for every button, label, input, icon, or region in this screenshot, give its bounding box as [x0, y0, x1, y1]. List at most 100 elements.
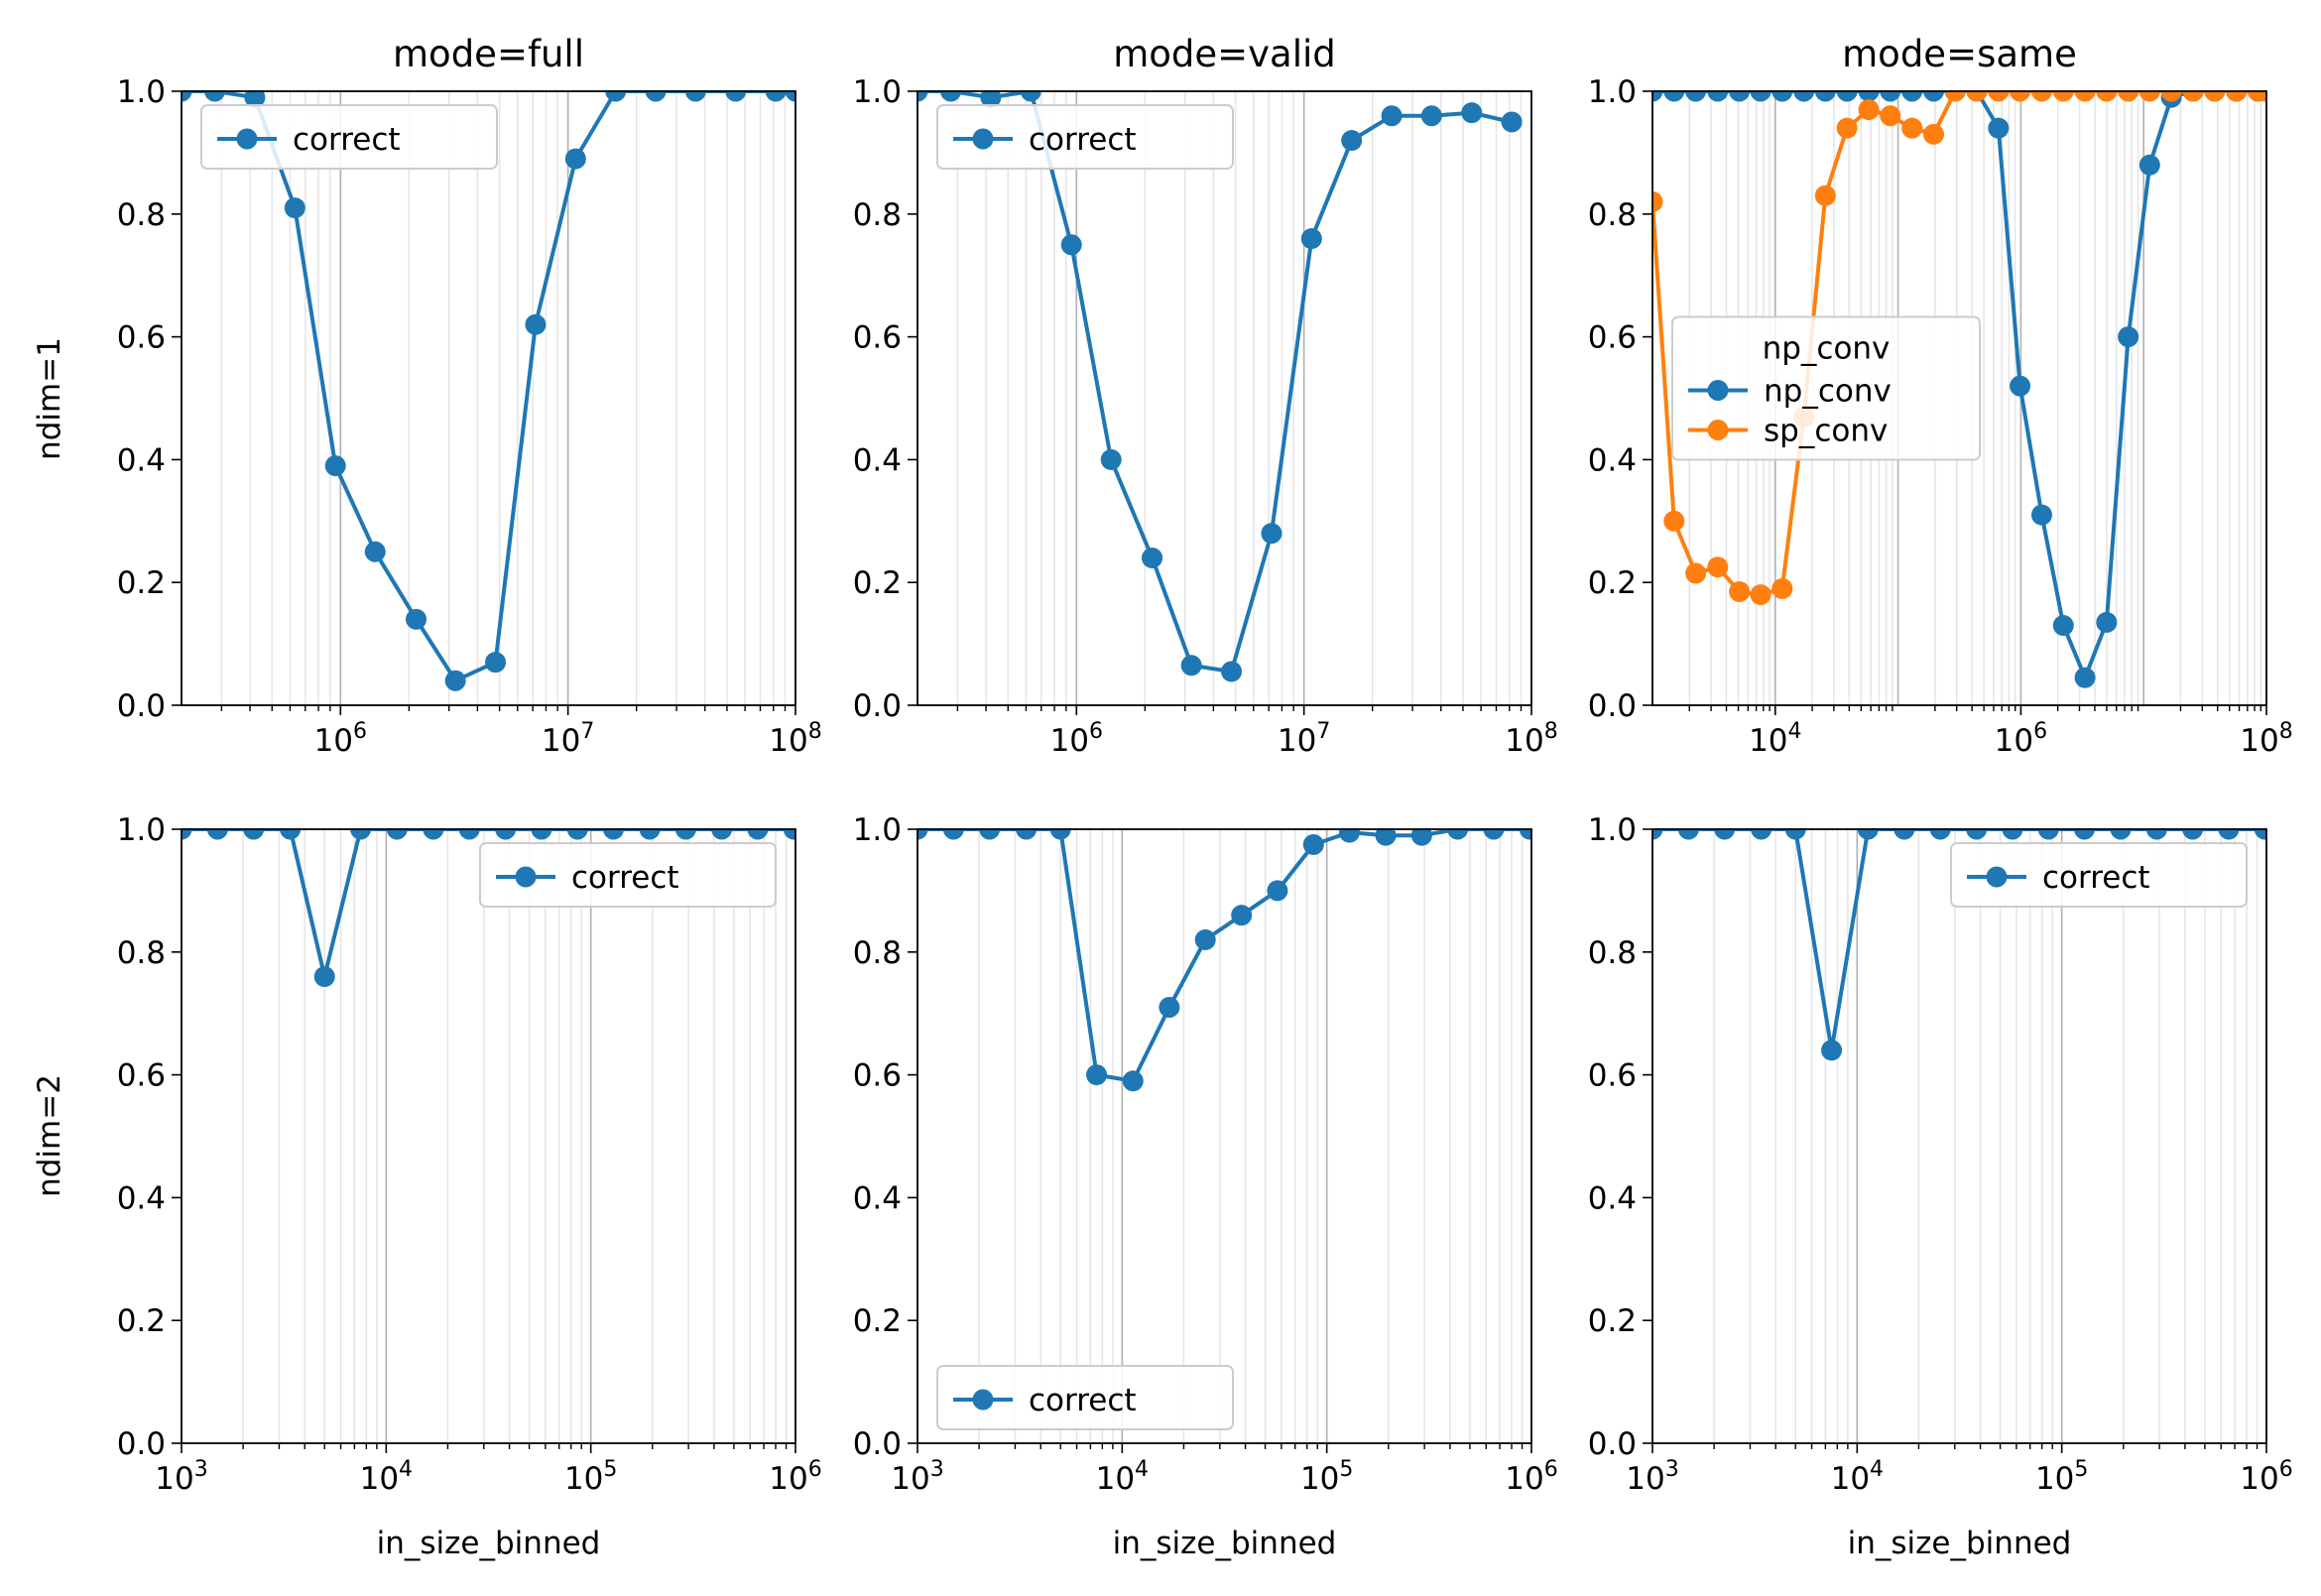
data-point-correct	[1049, 828, 1071, 840]
data-point-correct	[1784, 828, 1806, 840]
legend-box	[479, 842, 777, 908]
data-point-sp_conv	[2204, 90, 2226, 102]
data-point-correct	[684, 90, 706, 102]
data-point-correct	[979, 828, 1001, 840]
data-point-correct	[458, 828, 480, 840]
x-axis-label: in_size_binned	[1848, 1526, 2072, 1561]
data-point-sp_conv	[1685, 562, 1707, 584]
data-point-sp_conv	[1988, 90, 2010, 102]
x-axis-label: in_size_binned	[377, 1526, 601, 1561]
data-point-correct	[564, 148, 586, 170]
data-point-np_conv	[1836, 90, 1858, 102]
series-layer	[917, 90, 1523, 682]
legend-marker	[236, 128, 258, 150]
data-point-correct	[243, 828, 265, 840]
y-tick-label: 0.6	[1588, 1058, 1637, 1094]
data-point-correct	[1016, 828, 1038, 840]
data-point-correct	[1420, 105, 1442, 127]
legend-label: correct	[293, 122, 401, 158]
y-tick-label: 0.4	[117, 442, 166, 478]
data-point-correct	[1338, 828, 1360, 843]
major-gridlines	[385, 829, 592, 1443]
legend: correct	[200, 104, 498, 170]
data-point-correct	[2145, 828, 2167, 840]
y-tick-label: 0.8	[117, 197, 166, 233]
y-tick-label: 0.8	[117, 935, 166, 971]
data-point-correct	[1381, 105, 1403, 127]
data-point-correct	[1302, 833, 1324, 855]
data-point-sp_conv	[1771, 577, 1793, 599]
data-point-sp_conv	[2074, 90, 2096, 102]
y-tick-label: 1.0	[117, 812, 166, 848]
data-point-correct	[605, 90, 627, 102]
data-point-np_conv	[1729, 90, 1751, 102]
data-point-correct	[364, 541, 386, 562]
data-point-correct	[747, 828, 769, 840]
legend-marker	[1707, 380, 1729, 401]
axes-frame	[1651, 828, 2267, 1444]
y-tick-label: 0.4	[853, 442, 902, 478]
data-point-correct	[423, 828, 444, 840]
data-point-sp_conv	[2096, 90, 2118, 102]
major-gridlines	[1121, 829, 1328, 1443]
subplot-title: mode=full	[393, 33, 584, 75]
data-point-correct	[1267, 880, 1288, 902]
subplot-1-0: 103 104 105 1060.00.20.40.60.81.0in_size_bi…	[117, 812, 822, 1561]
data-point-correct	[1483, 828, 1505, 840]
data-point-np_conv	[1685, 90, 1707, 102]
data-point-correct	[525, 313, 547, 335]
data-point-correct	[280, 828, 302, 840]
y-tick-label: 1.0	[1588, 812, 1637, 848]
y-tick-label: 0.4	[1588, 442, 1637, 478]
data-point-sp_conv	[1814, 184, 1836, 206]
y-tick-label: 1.0	[1588, 74, 1637, 110]
data-point-correct	[1159, 997, 1180, 1019]
x-axis-label: in_size_binned	[1113, 1526, 1337, 1561]
axes-frame	[181, 90, 796, 706]
minor-gridlines	[1713, 829, 2259, 1449]
data-point-correct	[980, 90, 1002, 108]
data-point-correct	[531, 828, 552, 840]
data-point-correct	[765, 90, 787, 102]
data-point-correct	[1180, 655, 1202, 676]
data-point-correct	[2182, 828, 2204, 840]
data-point-sp_conv	[2226, 90, 2248, 102]
data-point-np_conv	[1923, 90, 1945, 102]
data-point-correct	[1821, 1040, 1843, 1061]
y-tick-label: 1.0	[117, 74, 166, 110]
data-point-correct	[204, 90, 226, 102]
data-point-sp_conv	[1729, 580, 1751, 602]
legend-marker	[972, 1389, 994, 1411]
axes-frame	[181, 828, 796, 1444]
data-point-correct	[2073, 828, 2095, 840]
y-tick-label: 0.0	[117, 688, 166, 724]
subplot-1-2: 103 104 105 1060.00.20.40.60.81.0in_size_bi…	[1588, 812, 2293, 1561]
legend-label: correct	[571, 860, 679, 896]
data-point-correct	[1966, 828, 1988, 840]
data-point-sp_conv	[2160, 90, 2182, 102]
data-point-sp_conv	[1901, 117, 1923, 139]
data-point-correct	[1341, 130, 1363, 152]
data-point-correct	[1261, 523, 1283, 545]
legend-box	[1950, 842, 2248, 908]
data-point-correct	[917, 828, 928, 840]
data-point-sp_conv	[1858, 99, 1880, 121]
data-point-sp_conv	[2052, 90, 2074, 102]
data-point-correct	[645, 90, 667, 102]
data-point-np_conv	[2138, 154, 2160, 176]
data-point-correct	[2110, 828, 2132, 840]
row-label-ndim1: ndim=1	[32, 337, 67, 460]
x-tick-label: 103	[1626, 1457, 1678, 1497]
data-point-correct	[350, 828, 372, 840]
y-tick-label: 0.6	[117, 1058, 166, 1094]
data-point-sp_conv	[1923, 123, 1945, 145]
data-point-correct	[1194, 928, 1216, 950]
data-point-correct	[1677, 828, 1699, 840]
legend-marker	[515, 866, 537, 888]
data-point-np_conv	[2096, 611, 2118, 633]
x-tick-label: 104	[1831, 1457, 1884, 1497]
minor-gridlines	[242, 829, 788, 1449]
axes-frame	[916, 90, 1532, 706]
data-point-sp_conv	[2182, 90, 2204, 102]
data-point-correct	[1857, 828, 1879, 840]
